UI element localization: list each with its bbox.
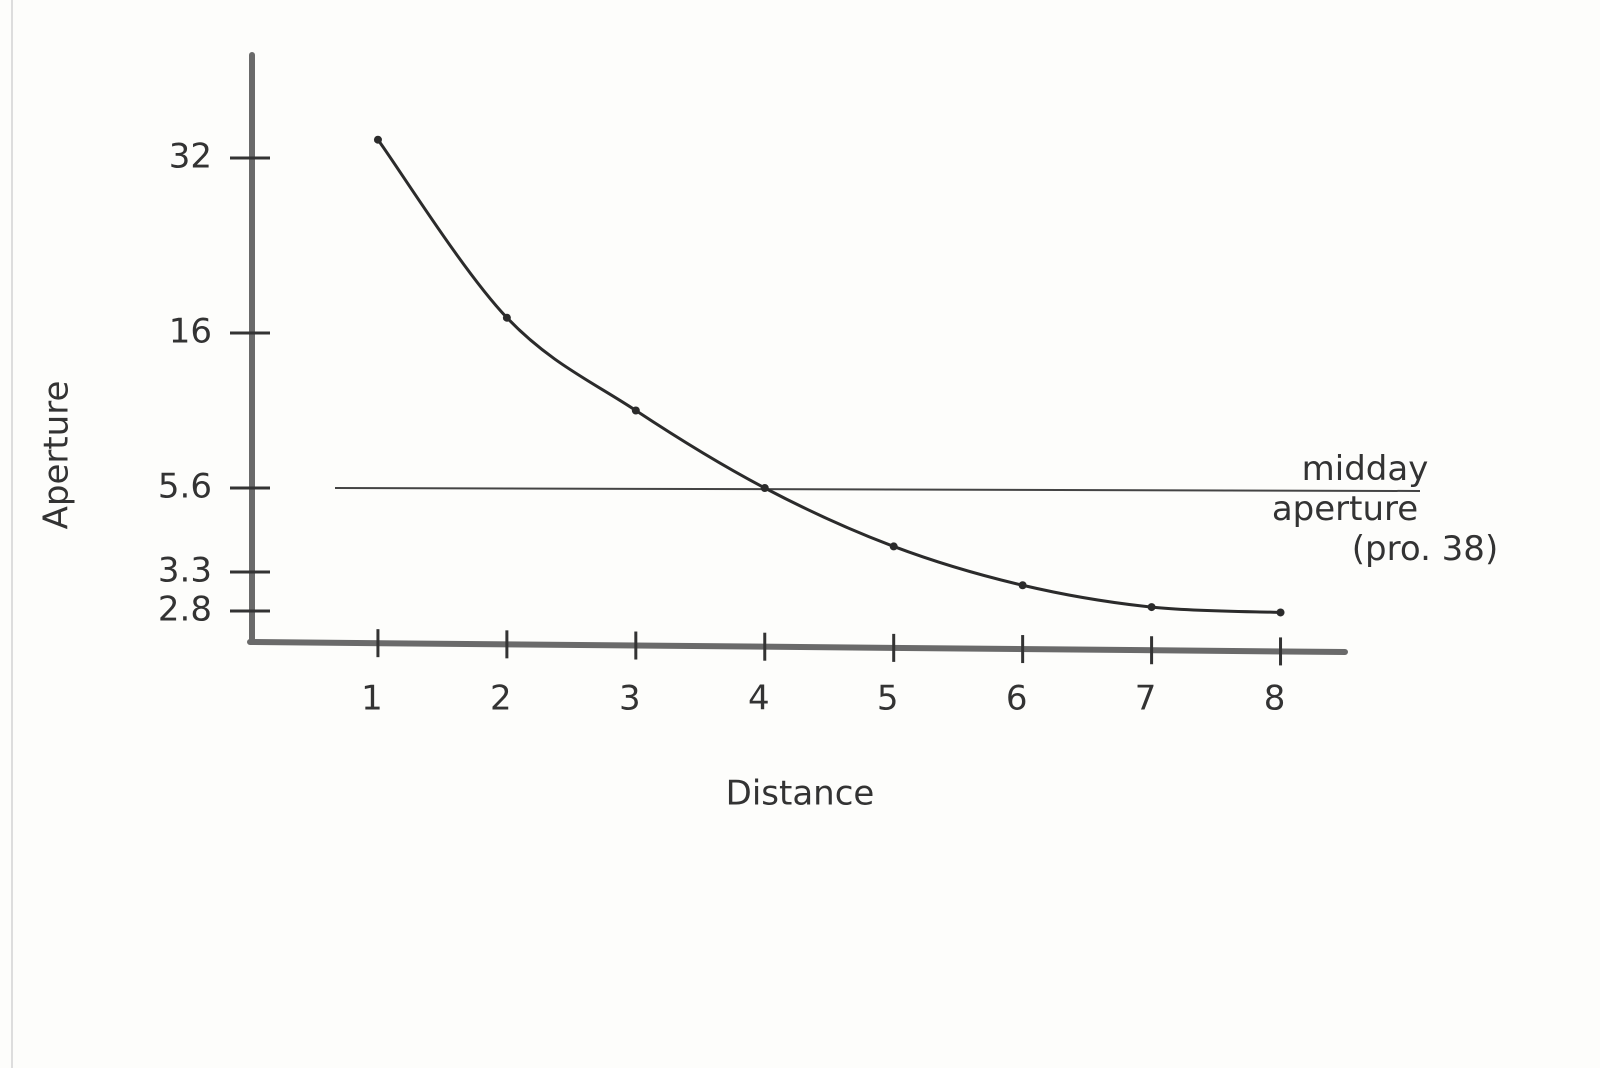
data-point xyxy=(1147,603,1156,612)
y-axis-label: Aperture xyxy=(37,381,77,530)
x-axis xyxy=(247,639,1348,655)
data-point xyxy=(760,484,769,492)
x-tick-label: 1 xyxy=(361,679,383,719)
reference-label-line: midday xyxy=(1302,449,1429,489)
x-tick-label: 2 xyxy=(490,679,512,719)
x-tick-label: 7 xyxy=(1135,679,1157,719)
data-point xyxy=(1276,608,1285,617)
x-axis-label: Distance xyxy=(726,774,875,814)
data-point xyxy=(502,313,511,322)
y-tick-label: 32 xyxy=(169,137,212,177)
data-point xyxy=(631,406,640,415)
data-point xyxy=(889,542,898,551)
x-tick-label: 6 xyxy=(1006,679,1028,719)
x-tick-label: 5 xyxy=(877,679,899,719)
reference-label-line: aperture xyxy=(1272,489,1418,529)
x-tick-label: 3 xyxy=(619,679,641,719)
y-tick-label: 3.3 xyxy=(158,551,212,591)
data-point xyxy=(1018,581,1027,590)
x-tick-label: 8 xyxy=(1264,679,1286,719)
reference-label-line: (pro. 38) xyxy=(1352,529,1498,569)
y-tick-label: 5.6 xyxy=(158,467,212,507)
data-point xyxy=(373,135,382,144)
reference-line xyxy=(334,487,1421,492)
reference-label: midday aperture (pro. 38) xyxy=(1272,449,1498,569)
y-tick-label: 2.8 xyxy=(158,590,212,630)
y-tick-label: 16 xyxy=(169,312,212,352)
x-tick-label: 4 xyxy=(748,679,770,719)
